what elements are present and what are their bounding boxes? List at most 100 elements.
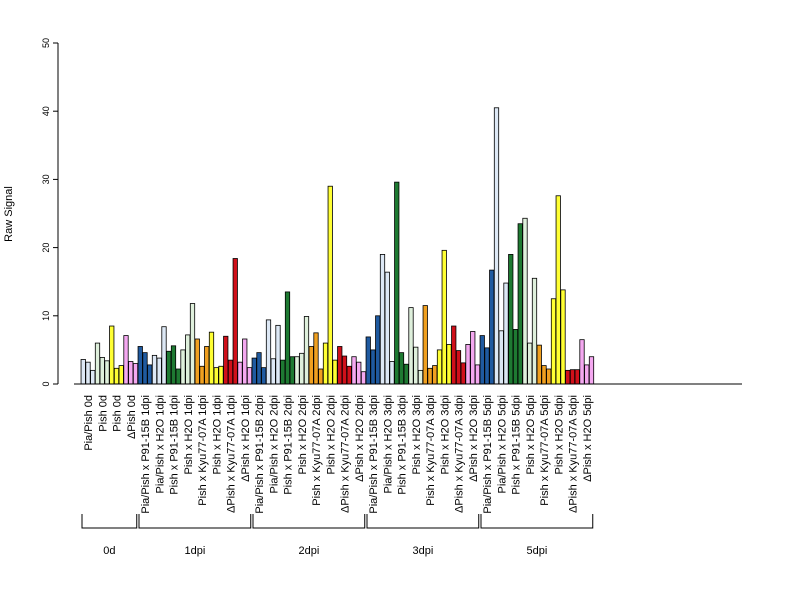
x-tick-label: Pia/Pish x P91-15B 3dpi	[368, 395, 380, 514]
bar	[185, 334, 191, 385]
group-bracket	[480, 514, 594, 529]
bar	[360, 371, 367, 385]
bar	[493, 107, 500, 385]
x-tick-label: ΔPish x H2O 1dpi	[240, 395, 252, 482]
group-bracket	[366, 514, 480, 529]
bar	[460, 362, 466, 385]
x-tick-label: Pish x P91-15B 1dpi	[169, 395, 181, 495]
bar	[142, 352, 148, 385]
bar	[470, 331, 476, 385]
bar	[123, 335, 129, 385]
bar	[322, 342, 329, 385]
bar	[256, 352, 262, 385]
x-tick-label: ΔPish x Kyu77-07A 5dpi	[568, 395, 580, 513]
bar	[109, 325, 115, 385]
bar	[218, 365, 224, 385]
bar	[232, 258, 238, 385]
bar	[512, 329, 519, 385]
bar	[99, 356, 105, 385]
bar	[398, 352, 405, 385]
bar	[384, 271, 390, 385]
group-label: 3dpi	[412, 545, 433, 557]
bars	[80, 107, 595, 385]
y-tick-label: 40	[41, 106, 51, 116]
bar	[550, 298, 557, 385]
y-tick-label: 0	[41, 381, 51, 386]
bar	[147, 364, 153, 385]
bar	[104, 360, 110, 385]
x-tick-label: Pish x H2O 1dpi	[211, 395, 223, 474]
x-tick-label: Pia/Pish 0d	[83, 395, 95, 451]
bar	[569, 369, 576, 385]
x-tick-label: Pish x Kyu77-07A 1dpi	[197, 395, 209, 506]
bar	[128, 361, 134, 385]
bar	[394, 181, 400, 385]
group-bracket	[138, 514, 252, 529]
y-tick-label: 20	[41, 243, 51, 253]
group-label: 2dpi	[298, 545, 319, 557]
x-tick-label: Pish x H2O 3dpi	[411, 395, 423, 474]
bar	[574, 369, 580, 385]
bar	[579, 339, 585, 385]
group-bracket	[81, 514, 138, 529]
bar	[156, 357, 162, 385]
bar	[341, 355, 348, 385]
bar	[208, 331, 215, 385]
bar	[270, 358, 276, 385]
bar	[508, 254, 514, 385]
bar	[170, 345, 177, 385]
bar	[289, 356, 295, 385]
x-tick-label: ΔPish 0d	[126, 395, 138, 439]
x-tick-label: Pish 0d	[112, 395, 124, 432]
bar	[175, 368, 181, 385]
x-tick-label: Pish x H2O 1dpi	[183, 395, 195, 474]
bar	[474, 364, 481, 385]
y-axis-title: Raw Signal	[3, 186, 15, 242]
bar	[408, 307, 414, 385]
bar	[527, 342, 533, 385]
bar	[479, 335, 485, 385]
x-tick-label: Pish x H2O 3dpi	[439, 395, 451, 474]
bar	[436, 349, 443, 385]
x-tick-label: Pish x P91-15B 3dpi	[397, 395, 409, 495]
bar	[351, 356, 357, 385]
x-tick-label: ΔPish x H2O 3dpi	[468, 395, 480, 482]
bar	[417, 369, 424, 385]
bar	[517, 223, 523, 385]
bar	[90, 369, 96, 385]
x-tick-labels: Pia/Pish 0d Pish 0d Pish 0d ΔPish 0d Pia/Pis…	[83, 395, 594, 514]
bar	[441, 249, 447, 385]
x-tick-label: ΔPish x Kyu77-07A 3dpi	[454, 395, 466, 513]
bar	[294, 356, 300, 385]
bar	[375, 315, 381, 385]
bar	[242, 338, 248, 385]
x-tick-label: Pish 0d	[97, 395, 109, 432]
bar	[132, 363, 139, 385]
bar	[94, 342, 101, 385]
bar	[213, 367, 219, 385]
bar	[237, 361, 243, 385]
x-tick-label: Pish x P91-15B 2dpi	[283, 395, 295, 495]
x-tick-label: Pia/Pish x H2O 1dpi	[154, 395, 166, 493]
bar	[261, 367, 267, 385]
bar	[503, 282, 509, 385]
bar	[541, 365, 547, 385]
bar	[455, 350, 462, 385]
bar	[308, 346, 314, 385]
bar	[265, 319, 272, 385]
bar	[451, 325, 457, 385]
x-tick-label: ΔPish x H2O 2dpi	[354, 395, 366, 482]
bar	[313, 332, 319, 385]
x-tick-label: Pish x H2O 2dpi	[297, 395, 309, 474]
x-tick-label: Pia/Pish x H2O 5dpi	[496, 395, 508, 493]
bar	[584, 364, 590, 385]
bar	[299, 352, 305, 385]
group-bracket	[252, 514, 366, 529]
x-tick-label: Pia/Pish x H2O 2dpi	[268, 395, 280, 493]
bar	[522, 217, 528, 385]
bar	[204, 346, 210, 385]
bar	[161, 326, 167, 385]
bar	[465, 344, 471, 385]
x-tick-label: Pia/Pish x P91-15B 1dpi	[140, 395, 152, 514]
